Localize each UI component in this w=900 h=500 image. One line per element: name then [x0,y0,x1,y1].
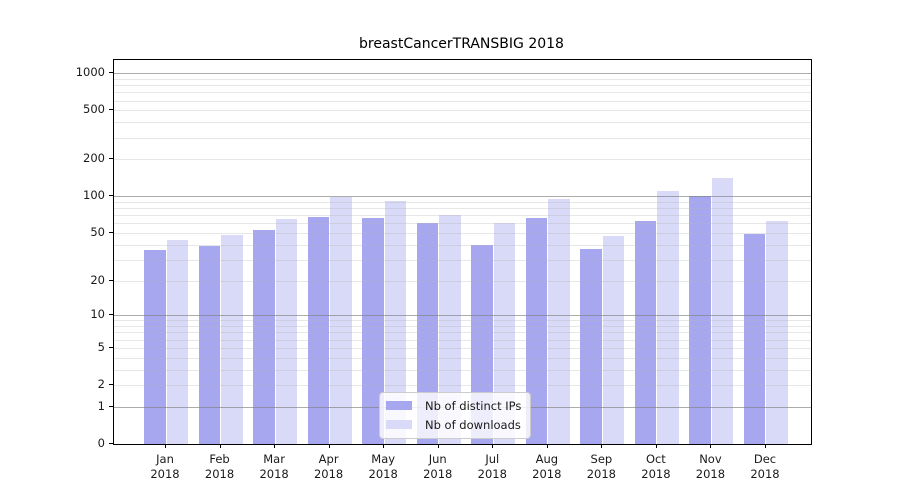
y-tick-mark [109,443,113,444]
x-tick-label-apr: Apr 2018 [313,452,344,481]
y-tick-mark [109,346,113,348]
bar-distinct-ips [689,196,711,444]
gridline-major [114,73,811,75]
x-tick-mark [274,444,276,448]
x-tick-mark [165,444,166,448]
x-tick-mark [219,444,221,448]
gridline-minor [114,110,811,112]
x-tick-label-jun: Jun 2018 [423,452,453,481]
plot-area: Nb of distinct IPs Nb of downloads [113,59,812,445]
y-tick-label: 5 [97,339,105,354]
bar-downloads [166,239,188,444]
y-tick-mark [109,72,113,74]
x-tick-label-dec: Dec 2018 [750,452,780,481]
bar-downloads [221,235,243,444]
bar-distinct-ips [362,218,384,444]
y-tick-mark [109,109,113,111]
x-tick-label-feb: Feb 2018 [204,452,235,481]
y-tick-label: 1 [97,398,105,413]
x-tick-mark [328,444,330,448]
gridline-minor [114,122,811,124]
x-tick-label-oct: Oct 2018 [641,452,671,481]
gridline-minor [114,137,811,139]
y-tick-label: 500 [83,102,105,117]
gridline-minor [114,78,811,80]
legend: Nb of distinct IPs Nb of downloads [379,392,532,439]
x-tick-mark [710,444,712,448]
y-tick-label: 100 [83,188,105,203]
y-tick-mark [109,195,113,197]
x-tick-mark [546,444,548,448]
chart-title: breastCancerTRANSBIG 2018 [359,36,564,52]
y-tick-mark [109,231,113,233]
x-tick-label-jan: Jan 2018 [150,452,180,481]
x-tick-label-nov: Nov 2018 [695,452,726,481]
bar-distinct-ips [416,222,439,444]
x-tick-mark [655,444,657,448]
y-tick-label: 0 [97,436,105,450]
x-tick-label-jul: Jul 2018 [477,452,507,481]
bar-downloads [657,191,679,444]
y-tick-label: 10 [90,307,105,322]
x-tick-mark [492,444,494,448]
bar-distinct-ips [198,246,221,444]
bar-downloads [711,178,734,444]
bar-distinct-ips [144,250,166,444]
y-tick-mark [109,405,113,407]
legend-swatch-distinct-ips [386,401,412,410]
y-tick-mark [109,384,113,386]
gridline-minor [114,159,811,161]
gridline-minor [114,92,811,94]
legend-item-downloads: Nb of downloads [386,417,521,432]
bar-distinct-ips [634,220,657,444]
legend-label-downloads: Nb of downloads [425,417,521,432]
bar-distinct-ips [525,218,548,444]
bar-downloads [439,215,461,444]
bar-distinct-ips [743,234,766,444]
x-tick-label-aug: Aug 2018 [532,452,562,481]
x-tick-label-may: May 2018 [368,452,398,481]
y-tick-label: 50 [90,224,105,239]
bar-downloads [493,222,516,444]
y-tick-label: 200 [83,151,105,166]
y-tick-mark [109,158,113,160]
y-tick-mark [109,279,113,281]
legend-label-distinct-ips: Nb of distinct IPs [425,398,522,413]
x-tick-label-mar: Mar 2018 [259,452,289,481]
y-tick-mark [109,314,113,316]
x-tick-mark [437,444,439,448]
y-tick-label: 2 [97,377,105,392]
bar-downloads [548,198,570,444]
x-tick-mark [383,444,385,448]
legend-item-distinct-ips: Nb of distinct IPs [386,398,521,413]
bar-distinct-ips [580,248,602,444]
bar-downloads [766,220,788,444]
bar-distinct-ips [253,229,275,444]
gridline-minor [114,100,811,102]
y-tick-label: 20 [90,272,105,287]
legend-swatch-downloads [386,420,412,429]
bar-downloads [275,219,298,444]
x-tick-label-sep: Sep 2018 [586,452,616,481]
bar-downloads [384,201,407,444]
bar-distinct-ips [307,216,330,444]
y-tick-label: 1000 [75,65,105,80]
x-tick-mark [601,444,603,448]
x-tick-mark [764,444,766,448]
bar-downloads [330,197,352,444]
gridline-minor [114,85,811,87]
bar-downloads [602,236,625,444]
